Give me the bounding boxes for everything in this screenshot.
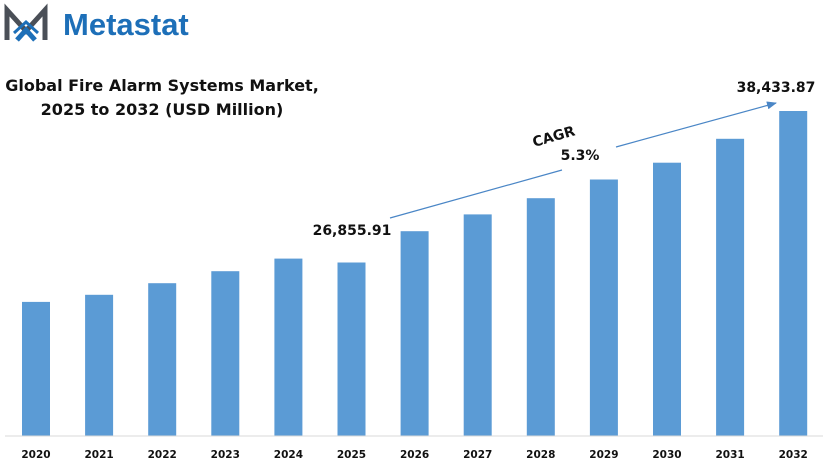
- x-tick-2023: 2023: [211, 449, 240, 461]
- x-tick-2032: 2032: [779, 449, 808, 461]
- bar-2024: [274, 258, 303, 436]
- annotation-2032-value: 38,433.87: [737, 80, 816, 96]
- x-tick-2030: 2030: [652, 449, 681, 461]
- cagr-arrow-segment-2: [615, 101, 777, 148]
- x-tick-2021: 2021: [84, 449, 113, 461]
- bar-2031: [716, 138, 745, 437]
- brand-name: Metastat: [63, 7, 189, 42]
- bar-2025: [337, 262, 366, 436]
- annotation-2025-value: 26,855.91: [313, 223, 392, 239]
- bar-2030: [653, 162, 681, 436]
- bar-2026: [400, 231, 429, 436]
- x-tick-2025: 2025: [337, 449, 366, 461]
- bar-2022: [148, 283, 177, 436]
- bar-2023: [211, 271, 240, 436]
- bar-2029: [589, 179, 618, 436]
- x-tick-2031: 2031: [715, 449, 744, 461]
- bar-2032: [779, 111, 808, 436]
- x-tick-2022: 2022: [148, 449, 177, 461]
- bar-2021: [85, 294, 114, 436]
- x-tick-2020: 2020: [21, 449, 50, 461]
- bar-2028: [526, 198, 555, 436]
- bar-2020: [22, 301, 50, 436]
- x-axis-ticks: 2020 2021 2022 2023 2024 2025 2026 2027 2028 2029…: [21, 449, 807, 461]
- x-tick-2026: 2026: [400, 449, 429, 461]
- x-tick-2027: 2027: [463, 449, 492, 461]
- x-tick-2028: 2028: [526, 449, 555, 461]
- bar-series: [22, 111, 808, 437]
- x-tick-2029: 2029: [589, 449, 618, 461]
- cagr-label: CAGR: [531, 123, 577, 150]
- metastat-m-logo-icon: [4, 3, 48, 42]
- cagr-arrow-segment-1: [389, 169, 563, 219]
- x-tick-2024: 2024: [274, 449, 303, 461]
- chart-title-line-2: 2025 to 2032 (USD Million): [41, 100, 284, 119]
- cagr-value: 5.3%: [561, 148, 600, 164]
- bar-2027: [463, 214, 492, 436]
- chart-title-line-1: Global Fire Alarm Systems Market,: [5, 76, 319, 95]
